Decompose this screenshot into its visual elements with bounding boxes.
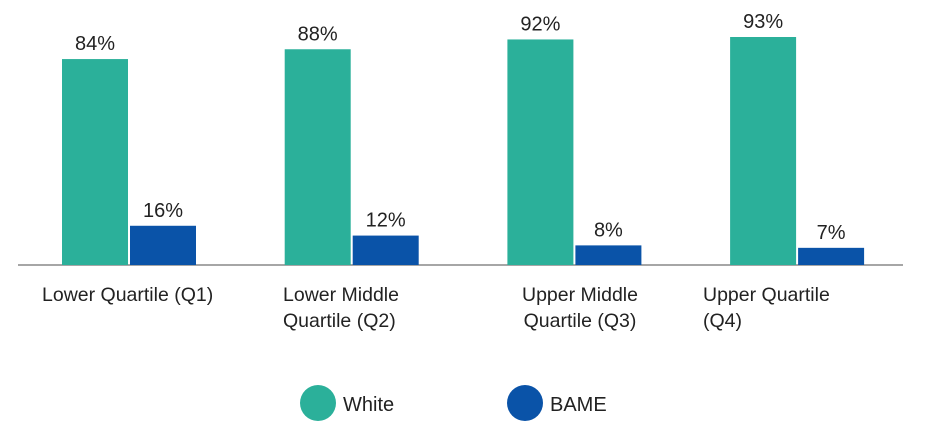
- x-tick-label: Upper Quartile (Q4): [703, 284, 830, 332]
- legend-label: BAME: [550, 394, 607, 416]
- value-label: 8%: [594, 219, 623, 241]
- value-label: 92%: [520, 13, 560, 35]
- bar: [730, 37, 797, 265]
- legend-marker: [507, 385, 543, 421]
- value-label: 88%: [298, 23, 338, 45]
- value-label: 16%: [143, 200, 183, 222]
- legend-marker: [300, 385, 336, 421]
- value-label: 84%: [75, 33, 115, 55]
- bar: [352, 235, 419, 265]
- bar: [130, 225, 196, 265]
- x-tick-label: Lower Middle Quartile (Q2): [283, 284, 399, 332]
- bar: [284, 49, 351, 266]
- bar: [507, 39, 574, 265]
- x-tick-label: Upper Middle Quartile (Q3): [522, 284, 638, 332]
- value-label: 93%: [743, 11, 783, 33]
- bar: [62, 59, 128, 266]
- bar: [798, 247, 865, 265]
- bar: [575, 245, 642, 265]
- value-label: 12%: [366, 210, 406, 232]
- legend-label: White: [343, 394, 394, 416]
- x-tick-label: Lower Quartile (Q1): [42, 284, 214, 306]
- value-label: 7%: [817, 222, 846, 244]
